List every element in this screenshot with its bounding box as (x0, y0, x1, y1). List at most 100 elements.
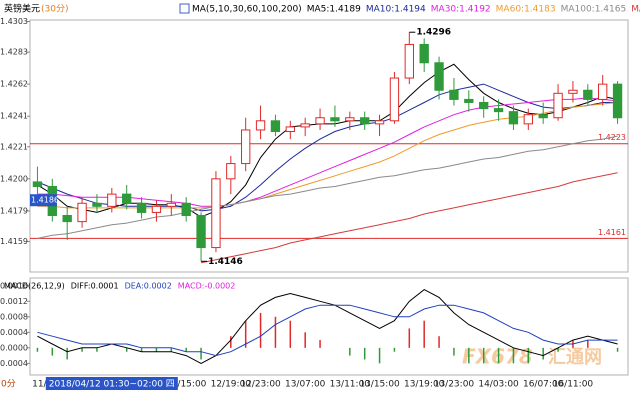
series-line (37, 102, 618, 209)
candle-body (389, 77, 400, 122)
y-tick-label: 1.4159 (0, 237, 28, 246)
candle-body (77, 202, 87, 223)
candle-body (136, 202, 147, 213)
series-line (37, 289, 618, 364)
candle-body (345, 117, 355, 122)
annotation-label: 1.4146 (208, 257, 243, 267)
cursor-time: 2018/04/12 01:30~02:00 四 (49, 380, 175, 390)
legend-text: MA60:1.4183 (496, 5, 556, 15)
watermark-name: 汇通网 (548, 347, 602, 368)
candle-body (122, 193, 132, 204)
candle-body (151, 205, 162, 213)
legend-text: MACD(26,12,9) (4, 282, 65, 291)
candle-body (300, 123, 310, 128)
candle-body (464, 98, 474, 103)
candle-body (226, 163, 236, 180)
legend-text: 英镑美元 (4, 3, 40, 15)
x-tick-label: 12/23:00 (240, 380, 281, 390)
candle-body (360, 117, 370, 125)
candle-body (107, 193, 117, 207)
series-line (37, 83, 618, 212)
series-line (37, 304, 618, 357)
x-tick-label: 13/23:00 (434, 380, 475, 390)
candle-body (32, 181, 43, 187)
y-tick-label: 1.4283 (0, 48, 28, 57)
x-tick-label: 12/15:00 (166, 380, 207, 390)
y-tick-label: 0.0008 (0, 312, 28, 321)
y-tick-label: 0.0012 (0, 297, 28, 306)
series-line (37, 63, 618, 218)
y-tick-label: 1.4303 (0, 17, 28, 26)
x-tick-label: 13/11:00 (330, 380, 371, 390)
y-tick-label: 1.4262 (0, 80, 28, 89)
legend-text: MA(5,10,30,60,100,200) (192, 5, 302, 15)
legend-text: MA30:1.4192 (431, 5, 491, 15)
candle-body (255, 120, 266, 131)
candle-body (166, 202, 176, 207)
legend-text: DEA:0.0002 (125, 282, 172, 291)
legend-text: MA100:1.4165 (561, 5, 627, 15)
y-tick-label: -0.0004 (0, 359, 28, 368)
candle-body (419, 43, 429, 64)
annotation-label: 1.4296 (416, 28, 451, 38)
series-line (201, 172, 618, 264)
candle-body (211, 178, 221, 249)
horizontal-line-label: 1.4161 (598, 228, 626, 237)
candle-body (523, 114, 533, 125)
candle-body (553, 92, 563, 119)
cursor-time-box (45, 377, 178, 390)
candle-body (315, 117, 325, 125)
candle-body (508, 111, 519, 125)
y-tick-label: 0.0016 (0, 281, 28, 290)
legend-text: DIFF:0.0001 (71, 282, 119, 291)
candle-body (538, 114, 548, 119)
macd-panel (29, 277, 629, 376)
y-tick-label: 1.4241 (0, 112, 28, 121)
candle-body (285, 126, 295, 132)
series-line (37, 135, 618, 239)
candle-body (449, 89, 459, 100)
x-tick-label: 12/19:00 (211, 380, 252, 390)
candle-body (181, 202, 191, 216)
x-tick-label: 14/03:00 (478, 380, 519, 390)
candle-body (241, 129, 251, 165)
candle-body (374, 120, 385, 125)
y-tick-label: 1.4200 (0, 174, 28, 183)
candle-body (479, 101, 489, 110)
y-tick-label: 1.4179 (0, 206, 28, 215)
legend-icon (179, 3, 190, 14)
x-tick-label: 13/19:00 (404, 380, 445, 390)
series-line (37, 97, 618, 207)
x-tick-label: 16/07:00 (523, 380, 564, 390)
legend-text: MA5:1.4189 (307, 5, 361, 15)
x-tick-label: 13/15:00 (359, 380, 400, 390)
candle-body (330, 117, 340, 122)
cursor-price: 1.4186 (31, 196, 59, 205)
cursor-price-box (30, 194, 57, 207)
x-tick-label: 16/11:00 (553, 380, 594, 390)
legend-text: MA200:1.4111 (631, 5, 640, 15)
candle-body (62, 214, 72, 223)
y-tick-label: 0.0004 (0, 328, 28, 337)
watermark-brand: FX678 (462, 345, 533, 369)
candle-body (583, 89, 593, 100)
candle-body (612, 83, 623, 119)
y-tick-label: 1.4221 (0, 142, 28, 151)
legend-text: (30分) (41, 4, 68, 15)
candle-body (404, 43, 414, 79)
candle-body (270, 120, 281, 132)
x-tick-label: 13/07:00 (285, 380, 326, 390)
candle-body (493, 108, 504, 113)
candle-body (568, 89, 578, 94)
legend-text: MA10:1.4194 (366, 5, 426, 15)
candle-body (434, 62, 444, 91)
legend-text: MACD:-0.0002 (178, 282, 236, 291)
candle-body (196, 214, 206, 249)
candle-body (598, 83, 608, 100)
main-panel (29, 19, 629, 273)
corner-label: 0分 (1, 379, 16, 390)
y-tick-label: 0.0000 (0, 343, 28, 352)
candle-body (92, 202, 102, 207)
